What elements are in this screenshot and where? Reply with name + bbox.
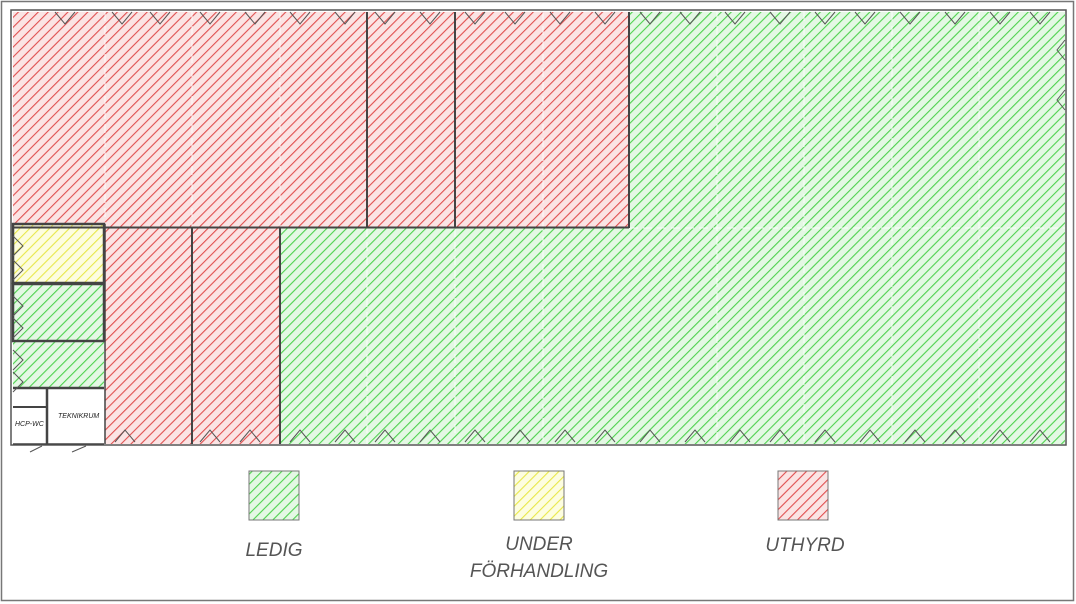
door-marks <box>12 11 1066 453</box>
area-uthyrd-north-mid <box>367 12 455 227</box>
area-under-forhandling <box>13 224 104 283</box>
area-uthyrd-north-west <box>13 12 367 227</box>
legend-label-uthyrd: UTHYRD <box>745 532 865 559</box>
area-uthyrd-south-1 <box>105 228 192 444</box>
area-uthyrd-north-east <box>455 12 629 227</box>
room-teknikrum <box>48 390 104 444</box>
legend-swatch-uthyrd <box>777 470 829 521</box>
legend-under-line1: UNDER <box>505 534 573 555</box>
legend-label-ledig: LEDIG <box>224 537 324 564</box>
room-hcp-wc <box>13 408 46 444</box>
teknikrum-label: TEKNIKRUM <box>58 413 99 420</box>
area-uthyrd-south-2 <box>192 228 280 444</box>
hcp-wc-label: HCP-WC <box>15 421 45 428</box>
area-ledig-small-1 <box>13 284 104 341</box>
legend-swatch-ledig <box>248 470 300 521</box>
walls <box>11 12 630 445</box>
legend-uthyrd-text: UTHYRD <box>765 535 845 556</box>
legend-ledig-text: LEDIG <box>245 540 303 561</box>
legend-swatch-under-forhandling <box>513 470 565 521</box>
area-ledig-small-2 <box>13 342 104 388</box>
legend-label-under-forhandling: UNDER FÖRHANDLING <box>449 531 629 585</box>
legend-under-line2: FÖRHANDLING <box>469 561 609 582</box>
